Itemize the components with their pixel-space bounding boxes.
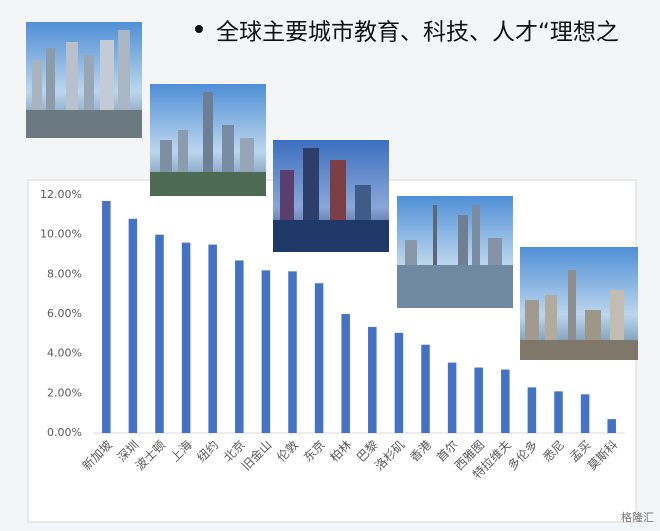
- bar: [554, 391, 563, 433]
- y-tick-label: 12.00%: [40, 188, 82, 201]
- bar: [288, 271, 297, 433]
- bar: [341, 314, 350, 433]
- bar: [368, 326, 377, 433]
- bar: [421, 344, 430, 433]
- bar: [261, 270, 271, 433]
- bullet: [195, 25, 203, 33]
- bar: [607, 419, 616, 433]
- photo-night-city: [273, 140, 389, 252]
- bar: [235, 260, 244, 433]
- bar: [102, 200, 111, 433]
- photo-singapore: [26, 22, 142, 138]
- bar: [181, 242, 191, 433]
- bar: [474, 367, 483, 433]
- y-tick-label: 8.00%: [47, 267, 82, 280]
- y-tick-label: 6.00%: [47, 307, 82, 320]
- y-tick-label: 4.00%: [47, 347, 82, 360]
- bar: [314, 283, 324, 433]
- bar: [447, 362, 457, 433]
- bar: [155, 234, 164, 433]
- y-tick-label: 2.00%: [47, 386, 82, 399]
- bar: [128, 218, 138, 433]
- photo-shanghai: [397, 196, 513, 308]
- bar: [501, 369, 510, 433]
- y-tick-label: 0.00%: [47, 426, 82, 439]
- photo-shenzhen: [150, 84, 266, 196]
- bar: [580, 394, 590, 433]
- bar: [208, 244, 217, 433]
- photo-new-york: [520, 247, 638, 360]
- bar: [394, 332, 404, 433]
- bar: [527, 387, 537, 433]
- watermark: 格隆汇: [621, 510, 654, 524]
- slide-title: 全球主要城市教育、科技、人才“理想之: [216, 20, 619, 46]
- y-tick-label: 10.00%: [40, 228, 82, 241]
